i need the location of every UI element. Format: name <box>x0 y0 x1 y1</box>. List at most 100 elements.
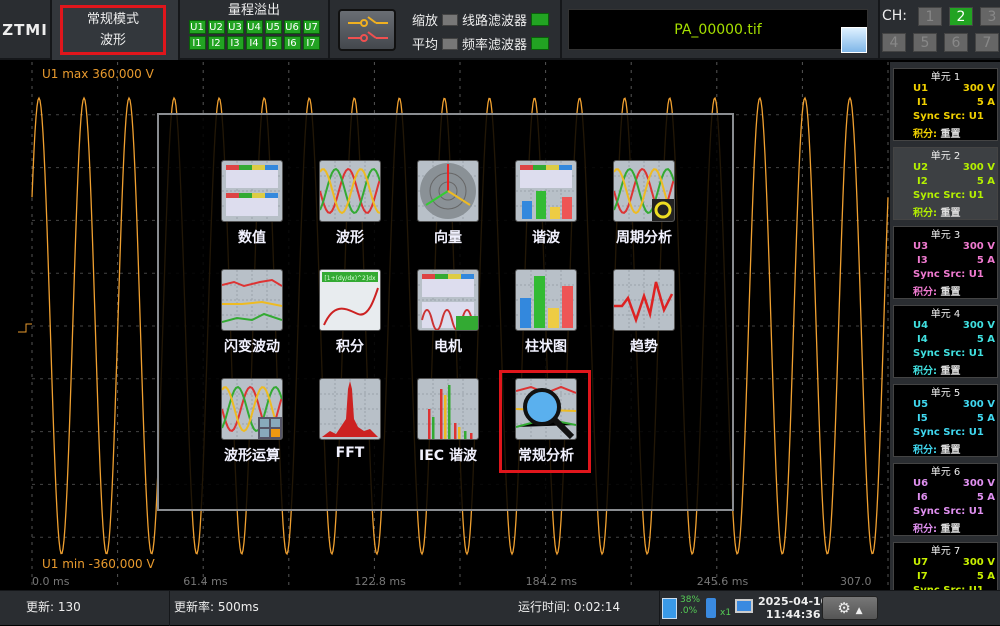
menu-item-label: 波形运算 <box>224 448 280 464</box>
menu-item-magnifier[interactable]: 常规分析 <box>501 378 591 465</box>
settings-button[interactable]: ⚙ ▲ <box>822 596 878 620</box>
menu-item-harmonic[interactable]: 谐波 <box>501 160 591 247</box>
mode-name: 常规模式 <box>86 12 139 27</box>
svg-text:[1+(dy/dx)^2]dx: [1+(dy/dx)^2]dx <box>324 275 376 282</box>
unit-title: 单元 4 <box>930 309 961 320</box>
integral-reset[interactable]: 重置 <box>940 208 961 219</box>
channel-button[interactable]: 1 <box>918 7 942 26</box>
menu-item-cycle-analysis[interactable]: 周期分析 <box>599 160 689 247</box>
integral-label: 积分: <box>913 287 937 298</box>
unit-title: 单元 5 <box>930 388 961 399</box>
waveform-math-icon <box>221 378 283 440</box>
image-icon[interactable] <box>841 27 867 53</box>
sync-source: Sync Src: U1 <box>913 348 984 359</box>
menu-item-fft[interactable]: FFT <box>305 378 395 461</box>
overflow-lamp: U6 <box>283 20 301 34</box>
filter-switch-icon <box>348 16 388 42</box>
freq-filter-toggle[interactable] <box>531 37 550 50</box>
mode-selector[interactable]: 常规模式 波形 <box>52 0 180 60</box>
menu-item-bar-chart[interactable]: 柱状图 <box>501 269 591 356</box>
integral-label: 积分: <box>913 208 937 219</box>
menu-item-motor[interactable]: 电机 <box>403 269 493 356</box>
current-channel: I7 <box>917 571 928 582</box>
overflow-lamp: I7 <box>302 36 320 50</box>
channel-button[interactable]: 7 <box>975 33 999 52</box>
zoom-toggle[interactable] <box>442 13 459 26</box>
menu-item-label: 电机 <box>434 339 462 355</box>
line-filter-toggle[interactable] <box>531 13 550 26</box>
current-range: 5 A <box>976 492 995 503</box>
unit-title: 单元 7 <box>930 546 961 557</box>
vector-icon <box>417 160 479 222</box>
menu-item-label: 积分 <box>336 339 364 355</box>
unit-card[interactable]: 单元 2 U2 300 V I2 5 A Sync Src: U1 积分: 重置 <box>893 147 998 220</box>
channel-button[interactable]: 2 <box>949 7 973 26</box>
unit-card[interactable]: 单元 4 U4 300 V I4 5 A Sync Src: U1 积分: 重置 <box>893 305 998 378</box>
freq-filter-label: 频率滤波器 <box>462 38 528 53</box>
bar-chart-icon <box>515 269 577 331</box>
menu-item-label: 趋势 <box>630 339 658 355</box>
current-channel: I6 <box>917 492 928 503</box>
zero-marker <box>18 323 32 333</box>
file-panel: PA_00000.tif <box>562 0 880 60</box>
menu-item-trend[interactable]: 趋势 <box>599 269 689 356</box>
overflow-lamp: U4 <box>245 20 263 34</box>
integral-reset[interactable]: 重置 <box>940 445 961 456</box>
current-channel: I5 <box>917 413 928 424</box>
time-tick-label: 122.8 ms <box>354 575 406 588</box>
overflow-lamp: U5 <box>264 20 282 34</box>
integral-reset[interactable]: 重置 <box>940 524 961 535</box>
channel-button[interactable]: 4 <box>882 33 906 52</box>
view-menu-dialog: 数值 波形 向量 谐波 周期分析闪变波动 [1+(dy/dx)^2]dx 积分 电机 柱状图 趋势… <box>157 113 734 511</box>
unit-title: 单元 6 <box>930 467 961 478</box>
voltage-range: 300 V <box>962 399 995 410</box>
integral-reset[interactable]: 重置 <box>940 287 961 298</box>
sync-source: Sync Src: U1 <box>913 427 984 438</box>
menu-item-numeric-table[interactable]: 数值 <box>207 160 297 247</box>
menu-item-label: 闪变波动 <box>224 339 280 355</box>
unit-card[interactable]: 单元 6 U6 300 V I6 5 A Sync Src: U1 积分: 重置 <box>893 463 998 536</box>
average-toggle[interactable] <box>442 37 459 50</box>
menu-item-label: 周期分析 <box>616 230 672 246</box>
menu-item-label: IEC 谐波 <box>419 448 477 464</box>
menu-item-waveform-math[interactable]: 波形运算 <box>207 378 297 465</box>
filter-settings-button[interactable] <box>338 9 396 51</box>
integral-reset[interactable]: 重置 <box>940 366 961 377</box>
menu-item-waveform[interactable]: 波形 <box>305 160 395 247</box>
iec-harmonic-icon <box>417 378 479 440</box>
voltage-range: 300 V <box>962 320 995 331</box>
update-rate-text: 更新率: 500ms <box>174 600 259 614</box>
magnifier-icon <box>515 378 577 440</box>
menu-item-iec-harmonic[interactable]: IEC 谐波 <box>403 378 493 465</box>
unit-card[interactable]: 单元 5 U5 300 V I5 5 A Sync Src: U1 积分: 重置 <box>893 384 998 457</box>
numeric-table-icon <box>221 160 283 222</box>
voltage-channel: U7 <box>913 557 929 568</box>
voltage-channel: U6 <box>913 478 929 489</box>
time-tick-label: 245.6 ms <box>696 575 749 588</box>
menu-item-flicker[interactable]: 闪变波动 <box>207 269 297 356</box>
line-filter-label: 线路滤波器 <box>462 14 528 29</box>
channel-button[interactable]: 3 <box>980 7 1000 26</box>
date: 2025-04-10 <box>758 595 829 608</box>
voltage-channel: U2 <box>913 162 929 173</box>
unit-card[interactable]: 单元 3 U3 300 V I3 5 A Sync Src: U1 积分: 重置 <box>893 226 998 299</box>
voltage-range: 300 V <box>962 478 995 489</box>
min-label: U1 min -360.000 V <box>42 557 155 571</box>
logo: ZTMI <box>0 0 52 60</box>
time: 11:44:36 <box>765 608 821 621</box>
storage-usage-2: .0% <box>680 606 698 616</box>
channel-button[interactable]: 6 <box>944 33 968 52</box>
menu-item-vector[interactable]: 向量 <box>403 160 493 247</box>
integral-reset[interactable]: 重置 <box>940 129 961 140</box>
mode-button[interactable]: 常规模式 波形 <box>60 5 166 55</box>
time-tick-label: 61.4 ms <box>183 575 228 588</box>
current-range: 5 A <box>976 255 995 266</box>
unit-title: 单元 2 <box>930 151 961 162</box>
menu-item-integral[interactable]: [1+(dy/dx)^2]dx 积分 <box>305 269 395 356</box>
view-name: 波形 <box>99 33 126 48</box>
unit-card[interactable]: 单元 1 U1 300 V I1 5 A Sync Src: U1 积分: 重置 <box>893 68 998 141</box>
current-range: 5 A <box>976 334 995 345</box>
channel-button[interactable]: 5 <box>913 33 937 52</box>
overflow-lamp: U7 <box>302 20 320 34</box>
zoom-label: 缩放 <box>412 14 439 29</box>
